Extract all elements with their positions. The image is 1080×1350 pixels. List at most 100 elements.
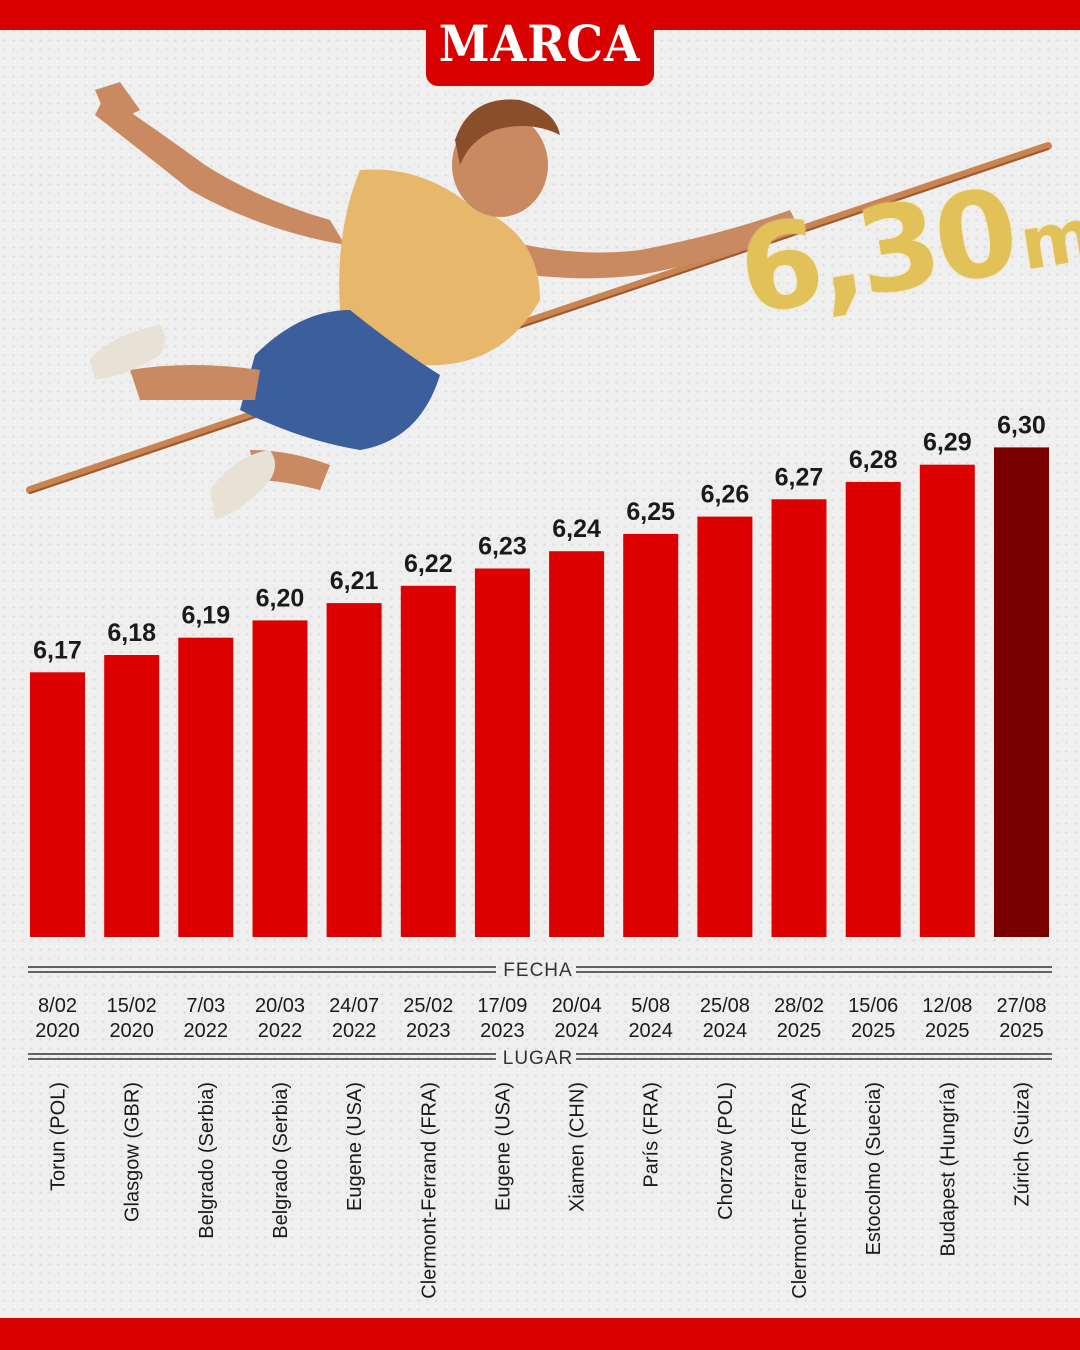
- place-label-4: Belgrado (Serbia): [270, 1082, 292, 1239]
- place-label-5: Eugene (USA): [344, 1082, 366, 1211]
- place-label-8: Xiamen (CHN): [567, 1082, 589, 1212]
- date-label-5: 24/07 2022: [329, 995, 379, 1042]
- bar-value-label-10: 6,26: [701, 481, 750, 509]
- date-label-3: 7/03 2022: [184, 995, 229, 1042]
- date-label-12: 15/06 2025: [848, 995, 898, 1042]
- bar-value-label-9: 6,25: [626, 498, 675, 526]
- date-year-12: 2025: [851, 1020, 896, 1042]
- date-label-10: 25/08 2024: [700, 995, 750, 1042]
- place-section-label: LUGAR: [503, 1048, 573, 1069]
- date-label-2: 15/02 2020: [107, 995, 157, 1042]
- date-year-9: 2024: [628, 1020, 673, 1042]
- date-year-7: 2023: [480, 1020, 525, 1042]
- bar-9: [623, 533, 679, 937]
- date-label-1: 8/02 2020: [35, 995, 80, 1042]
- place-label-10: Chorzow (POL): [715, 1082, 737, 1220]
- date-day-9: 5/08: [631, 995, 670, 1017]
- bar-value-label-6: 6,22: [404, 550, 453, 578]
- bar-value-label-8: 6,24: [552, 515, 601, 543]
- marca-logo: MARCA: [426, 0, 654, 86]
- bar-8: [549, 551, 605, 937]
- bar-2: [104, 655, 160, 937]
- bar-value-label-14: 6,30: [997, 411, 1046, 439]
- place-label-7: Eugene (USA): [492, 1082, 514, 1211]
- place-label-1: Torun (POL): [48, 1082, 70, 1191]
- date-year-1: 2020: [35, 1020, 80, 1042]
- date-label-11: 28/02 2025: [774, 995, 824, 1042]
- bar-value-label-3: 6,19: [181, 602, 230, 630]
- bar-value-label-4: 6,20: [256, 584, 305, 612]
- bar-3: [178, 637, 234, 937]
- bar-11: [771, 499, 827, 937]
- bar-value-label-11: 6,27: [775, 463, 824, 491]
- bar-4: [252, 620, 308, 937]
- date-label-6: 25/02 2023: [403, 995, 453, 1042]
- date-day-14: 27/08: [996, 995, 1046, 1017]
- bar-value-label-2: 6,18: [107, 619, 156, 647]
- place-label-6: Clermont-Ferrand (FRA): [418, 1082, 440, 1299]
- bar-value-label-12: 6,28: [849, 446, 898, 474]
- place-label-14: Zúrich (Suiza): [1012, 1082, 1034, 1206]
- place-labels: Torun (POL) Glasgow (GBR) Belgrado (Serbia…: [48, 1082, 1034, 1299]
- place-label-13: Budapest (Hungría): [937, 1082, 959, 1257]
- date-day-5: 24/07: [329, 995, 379, 1017]
- bar-value-label-1: 6,17: [33, 636, 82, 664]
- bar-13: [919, 464, 975, 937]
- athlete-upper-leg: [130, 365, 260, 400]
- date-day-13: 12/08: [922, 995, 972, 1017]
- athlete-shoe-lower: [210, 450, 275, 520]
- bar-10: [697, 516, 753, 937]
- place-label-11: Clermont-Ferrand (FRA): [789, 1082, 811, 1299]
- bar-1: [30, 672, 85, 937]
- date-label-7: 17/09 2023: [477, 995, 527, 1042]
- date-year-4: 2022: [258, 1020, 303, 1042]
- athlete-right-arm: [470, 210, 800, 279]
- date-labels: 8/02202015/0220207/03202220/03202224/072…: [35, 995, 1046, 1042]
- bar-5: [326, 603, 382, 937]
- date-year-14: 2025: [999, 1020, 1044, 1042]
- date-day-7: 17/09: [477, 995, 527, 1017]
- bars-group: [30, 447, 1049, 937]
- place-label-3: Belgrado (Serbia): [196, 1082, 218, 1239]
- bar-12: [845, 482, 901, 937]
- date-year-11: 2025: [777, 1020, 822, 1042]
- logo-text: MARCA: [439, 13, 641, 73]
- athlete-left-arm: [95, 95, 345, 245]
- date-year-5: 2022: [332, 1020, 377, 1042]
- date-day-11: 28/02: [774, 995, 824, 1017]
- date-year-8: 2024: [554, 1020, 599, 1042]
- athlete-illustration: [26, 82, 1052, 520]
- date-label-14: 27/08 2025: [996, 995, 1046, 1042]
- bar-value-labels: 6,17 6,18 6,19 6,20 6,21 6,22 6,23 6,24 6,25 6,26…: [33, 411, 1046, 664]
- date-year-10: 2024: [703, 1020, 748, 1042]
- athlete-shoe-upper: [90, 325, 165, 380]
- date-day-3: 7/03: [186, 995, 225, 1017]
- date-separator: FECHA: [28, 960, 1052, 981]
- date-section-label: FECHA: [503, 960, 572, 981]
- athlete-shorts: [240, 310, 440, 450]
- place-label-2: Glasgow (GBR): [122, 1082, 144, 1222]
- date-year-2: 2020: [109, 1020, 154, 1042]
- place-separator: LUGAR: [28, 1048, 1052, 1069]
- bar-value-label-13: 6,29: [923, 429, 972, 457]
- date-day-4: 20/03: [255, 995, 305, 1017]
- date-label-4: 20/03 2022: [255, 995, 305, 1042]
- bar-7: [474, 568, 530, 937]
- place-label-12: Estocolmo (Suecia): [863, 1082, 885, 1255]
- date-year-13: 2025: [925, 1020, 970, 1042]
- bar-value-label-7: 6,23: [478, 533, 527, 561]
- date-year-6: 2023: [406, 1020, 451, 1042]
- date-day-6: 25/02: [403, 995, 453, 1017]
- date-year-3: 2022: [184, 1020, 229, 1042]
- date-day-8: 20/04: [552, 995, 602, 1017]
- pole: [26, 142, 1052, 494]
- date-day-10: 25/08: [700, 995, 750, 1017]
- bar-6: [400, 585, 456, 937]
- bottom-band: [0, 1318, 1080, 1350]
- date-day-1: 8/02: [38, 995, 77, 1017]
- date-label-9: 5/08 2024: [628, 995, 673, 1042]
- date-label-13: 12/08 2025: [922, 995, 972, 1042]
- date-day-12: 15/06: [848, 995, 898, 1017]
- date-label-8: 20/04 2024: [552, 995, 602, 1042]
